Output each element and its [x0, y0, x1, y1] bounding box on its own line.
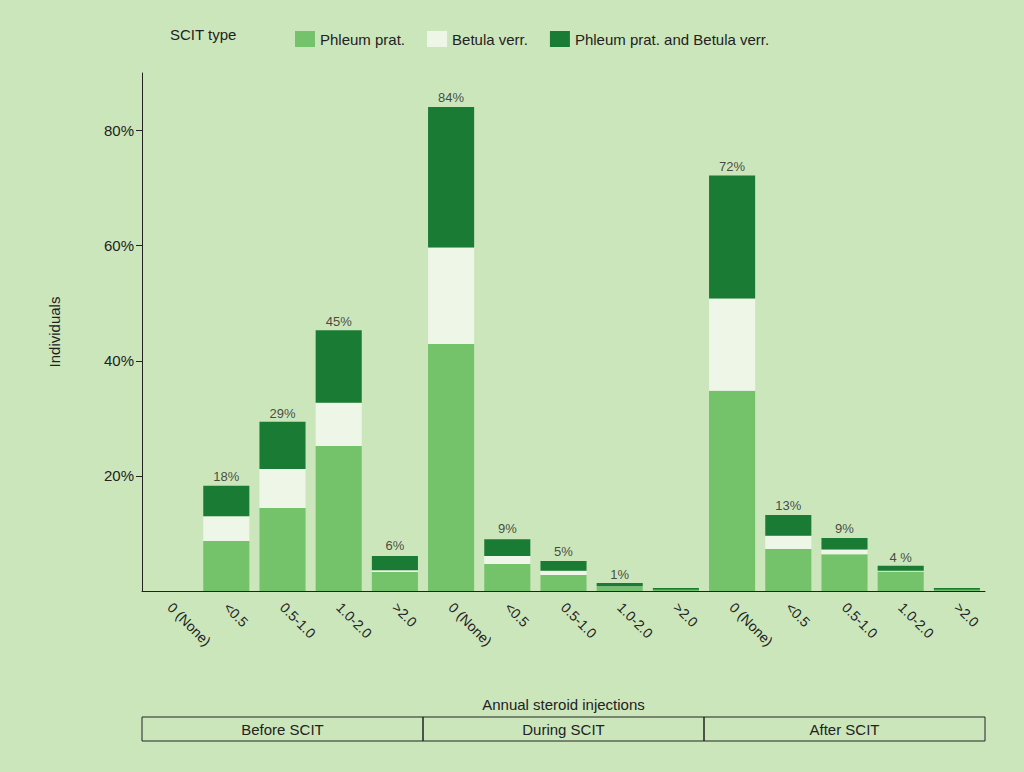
svg-text:4 %: 4 %	[889, 550, 912, 565]
svg-text:60%: 60%	[104, 237, 134, 254]
svg-text:0 (None): 0 (None)	[164, 599, 214, 649]
svg-text:40%: 40%	[104, 352, 134, 369]
svg-text:20%: 20%	[104, 467, 134, 484]
svg-text:Before SCIT: Before SCIT	[241, 721, 324, 738]
svg-text:<0.5: <0.5	[221, 599, 252, 630]
svg-text:1.0-2.0: 1.0-2.0	[333, 599, 375, 641]
svg-text:6%: 6%	[386, 538, 405, 553]
svg-text:Individuals: Individuals	[46, 297, 63, 368]
svg-text:>2.0: >2.0	[670, 599, 701, 630]
svg-text:Phleum prat.: Phleum prat.	[320, 31, 405, 48]
svg-text:0.5-1.0: 0.5-1.0	[277, 599, 319, 641]
svg-text:<0.5: <0.5	[783, 599, 814, 630]
svg-text:84%: 84%	[438, 90, 464, 105]
svg-text:29%: 29%	[269, 406, 295, 421]
svg-text:>2.0: >2.0	[389, 599, 420, 630]
svg-text:Phleum prat. and Betula verr.: Phleum prat. and Betula verr.	[575, 31, 769, 48]
svg-text:9%: 9%	[835, 521, 854, 536]
svg-text:1.0-2.0: 1.0-2.0	[614, 599, 656, 641]
svg-text:0 (None): 0 (None)	[445, 599, 495, 649]
svg-text:After SCIT: After SCIT	[809, 721, 879, 738]
svg-text:SCIT type: SCIT type	[170, 26, 236, 43]
svg-text:Annual steroid injections: Annual steroid injections	[482, 696, 645, 713]
svg-text:Betula verr.: Betula verr.	[452, 31, 528, 48]
svg-text:1.0-2.0: 1.0-2.0	[895, 599, 937, 641]
svg-text:18%: 18%	[213, 469, 239, 484]
svg-text:45%: 45%	[326, 314, 352, 329]
svg-text:1%: 1%	[610, 567, 629, 582]
svg-text:80%: 80%	[104, 122, 134, 139]
svg-text:72%: 72%	[719, 159, 745, 174]
svg-text:>2.0: >2.0	[951, 599, 982, 630]
svg-text:13%: 13%	[775, 498, 801, 513]
svg-text:During SCIT: During SCIT	[522, 721, 605, 738]
svg-text:0.5-1.0: 0.5-1.0	[558, 599, 600, 641]
svg-text:<0.5: <0.5	[502, 599, 533, 630]
svg-text:0.5-1.0: 0.5-1.0	[839, 599, 881, 641]
svg-text:0 (None): 0 (None)	[726, 599, 776, 649]
svg-text:5%: 5%	[554, 544, 573, 559]
svg-text:9%: 9%	[498, 521, 517, 536]
